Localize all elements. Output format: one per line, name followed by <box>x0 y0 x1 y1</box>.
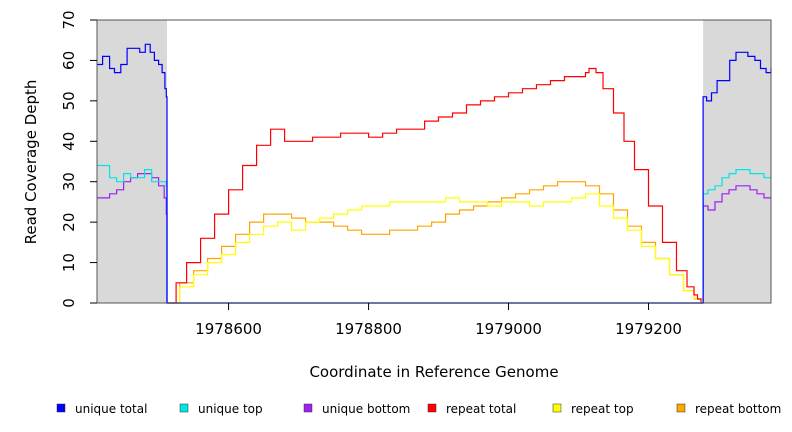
y-tick-label: 70 <box>60 10 78 29</box>
plot-frame <box>96 19 772 304</box>
legend-label-unique-bottom: unique bottom <box>322 402 410 416</box>
legend-label-repeat-bottom: repeat bottom <box>695 402 781 416</box>
x-tick-label: 1978600 <box>195 320 262 338</box>
series-line-repeat-top <box>167 193 704 304</box>
legend: unique total unique top unique bottom repea… <box>56 402 781 416</box>
shaded-region-1 <box>97 20 167 303</box>
legend-swatch-unique-total <box>56 403 66 413</box>
y-tick-label: 40 <box>60 132 78 151</box>
x-tick-label: 1979000 <box>475 320 542 338</box>
series-line-repeat-total <box>167 67 704 304</box>
legend-label-repeat-total: repeat total <box>446 402 516 416</box>
legend-swatch-repeat-bottom <box>676 403 686 413</box>
legend-label-unique-total: unique total <box>75 402 147 416</box>
legend-swatch-unique-bottom <box>303 403 313 413</box>
legend-label-repeat-top: repeat top <box>571 402 634 416</box>
y-tick-label: 50 <box>60 91 78 110</box>
shaded-region-2 <box>703 20 771 303</box>
series-line-unique-bottom <box>97 173 771 304</box>
x-axis-label: Coordinate in Reference Genome <box>309 363 558 381</box>
shaded-regions <box>97 20 771 303</box>
y-axis-label: Read Coverage Depth <box>22 80 40 245</box>
series-line-unique-total <box>97 43 772 304</box>
legend-swatch-repeat-top <box>552 403 562 413</box>
y-tick-label: 0 <box>60 298 78 308</box>
y-tick-label: 10 <box>60 253 78 272</box>
x-tick-label: 1979200 <box>615 320 682 338</box>
legend-swatch-unique-top <box>179 403 189 413</box>
legend-label-unique-top: unique top <box>198 402 263 416</box>
x-axis: 1978600 1978800 1979000 1979200 <box>195 303 682 338</box>
series-line-unique-top <box>97 164 771 304</box>
y-tick-label: 20 <box>60 213 78 232</box>
series-lines <box>97 43 772 304</box>
y-axis: 0 10 20 30 40 50 60 70 <box>60 10 97 308</box>
y-tick-label: 60 <box>60 51 78 70</box>
legend-swatch-repeat-total <box>427 403 437 413</box>
x-tick-label: 1978800 <box>335 320 402 338</box>
y-tick-label: 30 <box>60 172 78 191</box>
